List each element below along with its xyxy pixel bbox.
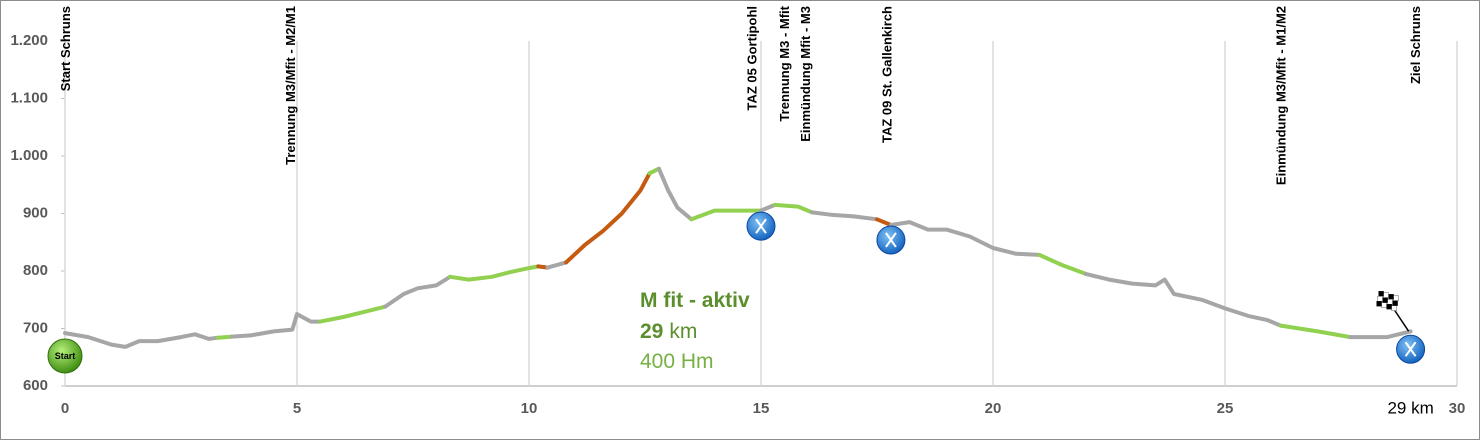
profile-line [656, 166, 694, 222]
profile-line [216, 334, 234, 340]
x-tick-label: 30 [1449, 400, 1466, 417]
flag-square [1381, 302, 1387, 308]
profile-line [318, 304, 388, 324]
waypoint-label: Einmündung Mfit - M3 [798, 6, 813, 142]
waypoint-label: Trennung M3 - Mfit [777, 5, 792, 121]
aid-station [1396, 334, 1426, 364]
flag-square [1387, 299, 1393, 305]
flag-square [1391, 305, 1397, 311]
y-tick-label: 1.100 [10, 89, 48, 106]
info-box: M fit - aktiv 29 km 400 Hm [640, 289, 750, 373]
flag-square [1388, 294, 1394, 300]
info-distance: 29 km [640, 320, 697, 343]
profile-line [772, 202, 814, 215]
profile-line [63, 331, 221, 349]
info-ascent: 400 Hm [640, 350, 714, 373]
aid-station-icon [885, 232, 897, 248]
flag-square [1378, 291, 1384, 297]
aid-station-icon [1404, 341, 1417, 357]
profile-line [1037, 252, 1088, 276]
info-distance-unit: km [669, 320, 697, 343]
start-marker: Start [47, 338, 83, 374]
waypoint-label: Einmündung M3/Mfit - M1/M2 [1274, 6, 1289, 185]
flag-square [1382, 297, 1388, 303]
x-tick-label: 0 [61, 400, 69, 417]
profile-line [230, 312, 323, 339]
x-tick-label: 15 [753, 400, 770, 417]
flag-square [1392, 300, 1398, 306]
profile-line [1278, 323, 1353, 340]
waypoint-label: TAZ 05 Gortipohl [745, 6, 760, 110]
profile-line [448, 264, 541, 282]
y-tick-label: 900 [23, 204, 48, 221]
finish-flag [1376, 291, 1410, 332]
profile-line [1083, 271, 1283, 328]
y-tick-label: 700 [23, 319, 48, 336]
x-tick-label: 10 [521, 400, 538, 417]
y-tick-label: 600 [23, 377, 48, 394]
profile-line [888, 220, 1042, 257]
flag-square [1383, 292, 1389, 298]
y-tick-label: 800 [23, 262, 48, 279]
waypoint-label: Trennung M3/Mfit - M2/M1 [283, 6, 298, 165]
waypoint-label: TAZ 09 St. Gallenkirch [879, 6, 894, 143]
flag-square [1376, 301, 1382, 307]
flag-square [1386, 304, 1392, 310]
start-circle [47, 338, 83, 374]
profile-line [1348, 329, 1413, 340]
profile-line [564, 171, 652, 265]
y-tick-label: 1.000 [10, 147, 48, 164]
aid-station-icon [755, 218, 767, 234]
info-distance-value: 29 [640, 320, 663, 343]
info-title: M fit - aktiv [640, 289, 750, 312]
flag-square [1393, 295, 1399, 301]
start-label: Start [55, 351, 76, 361]
distance-label: 29 km [1387, 398, 1433, 417]
profile-line [545, 260, 569, 270]
profile-line [875, 217, 893, 227]
aid-station [876, 225, 906, 255]
x-tick-label: 25 [1217, 400, 1234, 417]
profile-line [689, 208, 763, 222]
y-tick-label: 1.200 [10, 32, 48, 49]
aid-station [746, 211, 776, 241]
x-tick-label: 20 [985, 400, 1002, 417]
profile-line [383, 274, 453, 309]
waypoint-label: Start Schruns [58, 6, 73, 91]
x-tick-label: 5 [293, 400, 301, 417]
profile-line [810, 210, 879, 222]
flag-square [1377, 296, 1383, 302]
profile-line [759, 202, 777, 213]
waypoint-label: Ziel Schruns [1408, 6, 1423, 84]
